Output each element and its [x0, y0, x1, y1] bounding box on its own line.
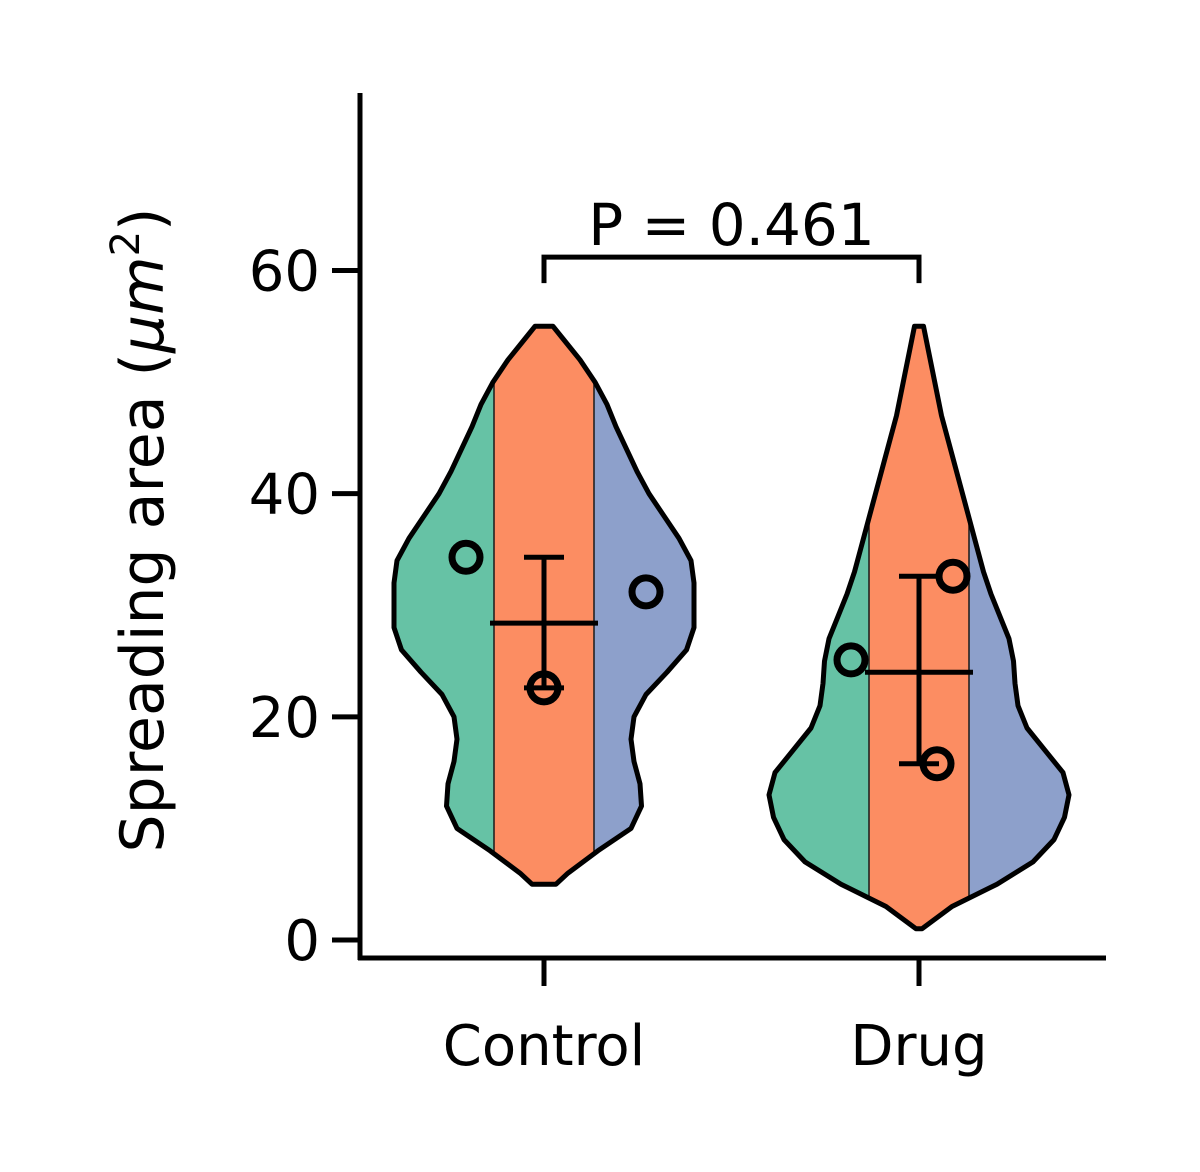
y-axis-title-main: Spreading area (	[108, 353, 178, 852]
replicate-point-control-3	[628, 574, 664, 610]
violins-layer	[391, 323, 1072, 932]
violin-outline-drug	[766, 323, 1072, 932]
y-axis-title-close: )	[108, 208, 178, 231]
violin-outline-control	[391, 323, 697, 887]
y-axis-title-superscript: 2	[103, 231, 149, 256]
y-tick-label-60: 60	[249, 240, 320, 305]
x-tick-label-drug: Drug	[850, 1014, 987, 1079]
y-axis-title: Spreading area (μm2)	[103, 208, 178, 853]
replicate-points-layer	[448, 539, 971, 782]
y-tick-label-20: 20	[249, 686, 320, 751]
replicate-point-control-1	[448, 539, 484, 575]
y-tick-label-40: 40	[249, 463, 320, 528]
x-tick-label-control: Control	[443, 1014, 645, 1079]
y-tick-label-0: 0	[284, 909, 320, 974]
y-ticks: 0 20 40 60	[249, 240, 360, 974]
replicate-point-drug-2	[919, 746, 955, 782]
y-axis-title-unit: μm	[108, 256, 178, 354]
x-ticks: Control Drug	[443, 958, 988, 1079]
replicate-point-drug-1	[833, 642, 869, 678]
replicate-point-control-2	[526, 670, 562, 706]
replicate-point-drug-3	[935, 558, 971, 594]
significance-annotation: P = 0.461	[541, 191, 922, 284]
p-value-label: P = 0.461	[588, 191, 875, 259]
significance-bracket	[541, 254, 922, 284]
